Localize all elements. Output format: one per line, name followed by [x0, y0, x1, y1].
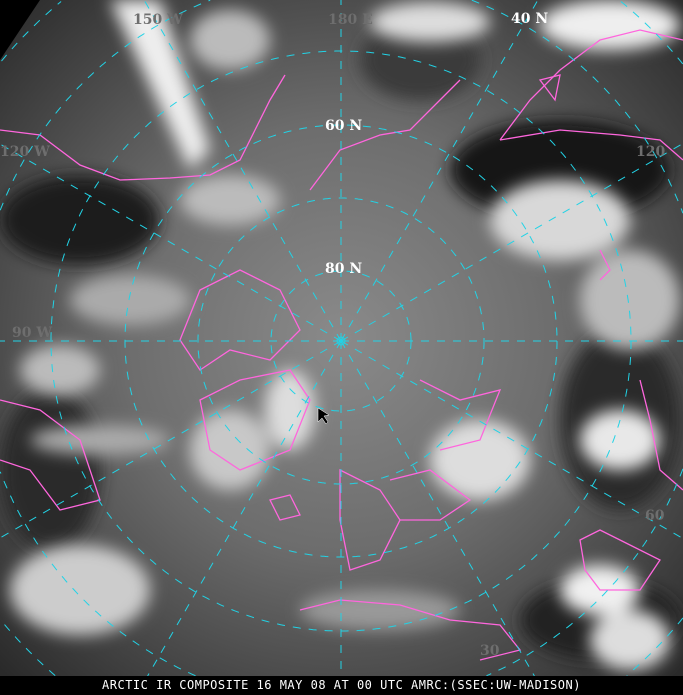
meridian-line: [340, 340, 683, 539]
meridian-line: [340, 143, 683, 342]
label-lon-180: 180 E: [328, 12, 373, 28]
label-lat-60: 60 N: [325, 118, 362, 134]
meridian-line: [147, 340, 342, 676]
graticule: [0, 0, 683, 676]
label-lon-60e: 60: [645, 508, 665, 524]
image-caption: ARCTIC IR COMPOSITE 16 MAY 08 AT 00 UTC …: [0, 676, 683, 695]
no-data-corner: [0, 0, 40, 60]
dark-regions: [0, 20, 680, 660]
latitude-circle: [1, 1, 683, 676]
meridian-line: [143, 0, 342, 342]
meridian-line: [0, 143, 342, 342]
label-lon-150w: 150 W: [133, 12, 183, 28]
meridian-line: [340, 340, 535, 676]
mouse-cursor-icon: [317, 407, 330, 425]
arctic-ir-composite-map: 60 N 80 N 40 N 150 W 180 E 120 W 90 W 12…: [0, 0, 683, 676]
label-lon-90w: 90 W: [12, 325, 52, 341]
latitude-circle: [0, 0, 683, 676]
coastlines: [0, 29, 683, 661]
label-lat-40: 40 N: [511, 11, 548, 27]
meridian-line: [0, 340, 342, 539]
label-lon-30e: 30: [480, 643, 500, 659]
label-lon-120e: 120: [636, 144, 665, 160]
meridian-line: [340, 0, 539, 342]
label-lon-120w: 120 W: [0, 144, 50, 160]
cloud-features: [10, 0, 680, 670]
label-lat-80: 80 N: [325, 261, 362, 277]
north-pole-marker: [336, 336, 346, 346]
latitude-circle: [197, 197, 485, 485]
